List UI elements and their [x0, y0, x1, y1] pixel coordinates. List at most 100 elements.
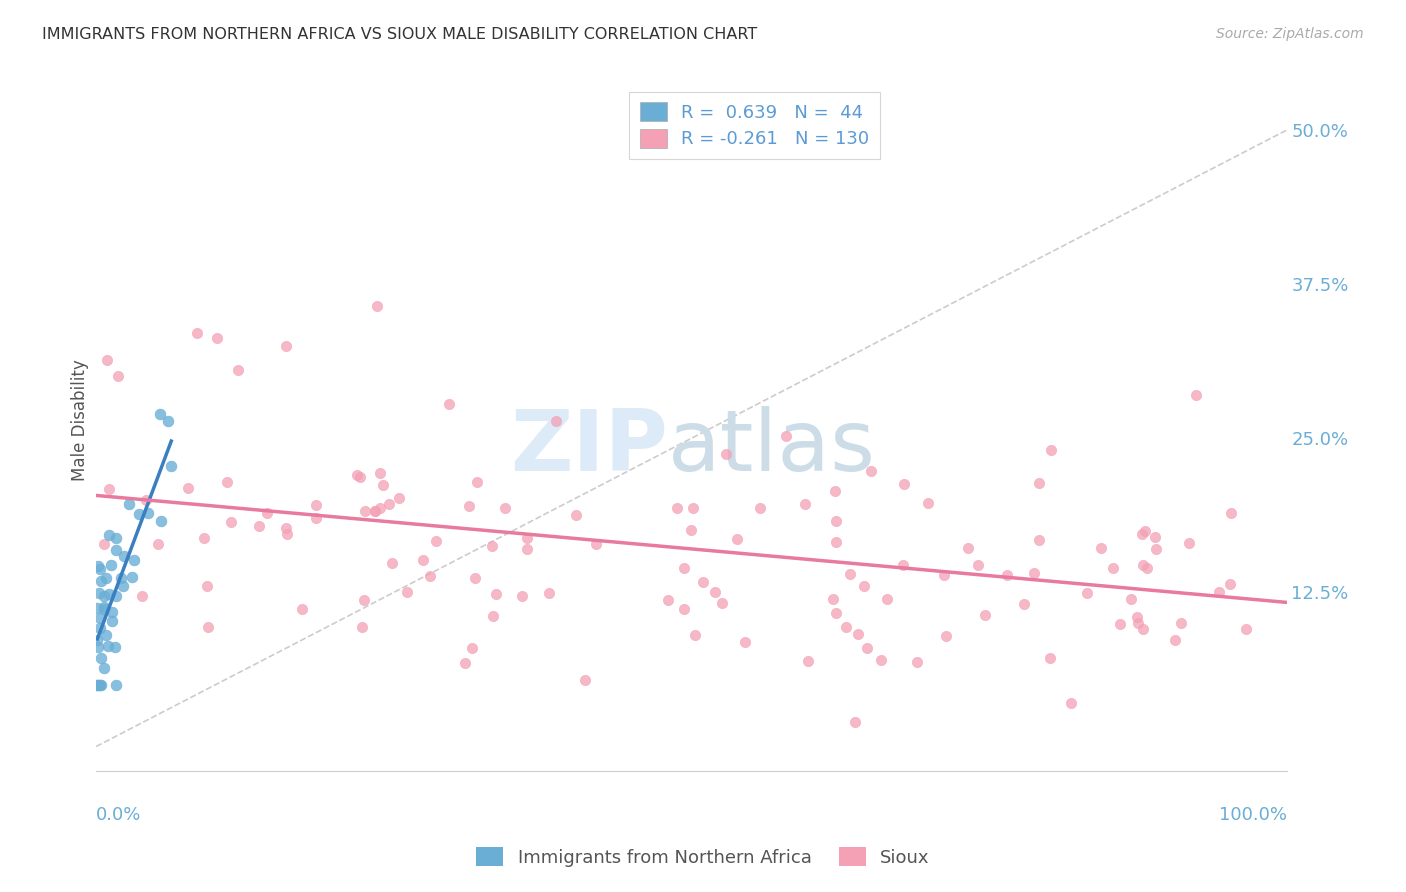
Point: [1102, 560, 1125, 574]
Text: ZIP: ZIP: [510, 407, 668, 490]
Point: [1132, 623, 1154, 637]
Point: [93, 600, 115, 615]
Point: [793, 497, 815, 511]
Point: [90, 574, 112, 588]
Point: [419, 569, 441, 583]
Point: [89, 678, 111, 692]
Point: [1028, 533, 1050, 547]
Point: [157, 414, 180, 428]
Point: [100, 558, 122, 572]
Point: [546, 414, 568, 428]
Point: [1028, 476, 1050, 491]
Point: [481, 539, 503, 553]
Point: [193, 531, 215, 545]
Point: [226, 362, 249, 376]
Point: [381, 557, 404, 571]
Point: [368, 501, 391, 516]
Point: [891, 558, 914, 572]
Point: [1164, 632, 1187, 647]
Point: [197, 620, 219, 634]
Point: [1060, 696, 1083, 710]
Point: [98, 587, 121, 601]
Point: [1109, 616, 1132, 631]
Point: [215, 475, 238, 489]
Point: [128, 508, 150, 522]
Point: [1012, 597, 1035, 611]
Point: [396, 585, 419, 599]
Text: 0.0%: 0.0%: [96, 806, 142, 824]
Point: [149, 514, 172, 528]
Point: [371, 477, 394, 491]
Point: [1144, 541, 1167, 556]
Point: [467, 475, 489, 489]
Point: [354, 503, 377, 517]
Point: [672, 602, 695, 616]
Point: [86, 600, 108, 615]
Point: [86, 678, 108, 692]
Point: [352, 620, 374, 634]
Point: [967, 558, 990, 572]
Point: [494, 501, 516, 516]
Point: [464, 571, 486, 585]
Legend: R =  0.639   N =  44, R = -0.261   N = 130: R = 0.639 N = 44, R = -0.261 N = 130: [628, 92, 880, 159]
Point: [711, 596, 734, 610]
Point: [186, 326, 208, 340]
Point: [87, 558, 110, 573]
Point: [1132, 558, 1154, 572]
Point: [135, 493, 157, 508]
Point: [86, 640, 108, 655]
Point: [349, 470, 371, 484]
Point: [516, 531, 538, 545]
Point: [90, 650, 112, 665]
Point: [370, 467, 392, 481]
Point: [89, 678, 111, 692]
Point: [364, 504, 387, 518]
Point: [104, 678, 127, 692]
Point: [453, 656, 475, 670]
Point: [364, 504, 387, 518]
Point: [1133, 524, 1156, 539]
Point: [93, 537, 115, 551]
Point: [104, 640, 127, 654]
Point: [107, 369, 129, 384]
Point: [93, 661, 115, 675]
Point: [824, 484, 846, 499]
Point: [89, 621, 111, 635]
Point: [177, 481, 200, 495]
Point: [131, 589, 153, 603]
Point: [1076, 586, 1098, 600]
Text: atlas: atlas: [668, 407, 876, 490]
Point: [516, 541, 538, 556]
Point: [823, 591, 845, 606]
Point: [835, 620, 858, 634]
Point: [666, 500, 689, 515]
Point: [853, 579, 876, 593]
Point: [425, 534, 447, 549]
Point: [160, 458, 183, 473]
Point: [1178, 536, 1201, 550]
Text: 100.0%: 100.0%: [1219, 806, 1286, 824]
Point: [797, 654, 820, 668]
Point: [974, 607, 997, 622]
Point: [93, 590, 115, 604]
Point: [104, 590, 127, 604]
Point: [704, 584, 727, 599]
Point: [290, 602, 312, 616]
Point: [537, 586, 560, 600]
Point: [1144, 530, 1167, 544]
Point: [1126, 615, 1149, 630]
Point: [96, 353, 118, 368]
Point: [219, 515, 242, 529]
Point: [1219, 577, 1241, 591]
Point: [935, 629, 957, 643]
Point: [97, 527, 120, 541]
Point: [856, 640, 879, 655]
Point: [1208, 585, 1230, 599]
Point: [1130, 527, 1153, 541]
Point: [956, 541, 979, 556]
Point: [846, 626, 869, 640]
Point: [346, 468, 368, 483]
Point: [716, 447, 738, 461]
Point: [94, 628, 117, 642]
Point: [1170, 616, 1192, 631]
